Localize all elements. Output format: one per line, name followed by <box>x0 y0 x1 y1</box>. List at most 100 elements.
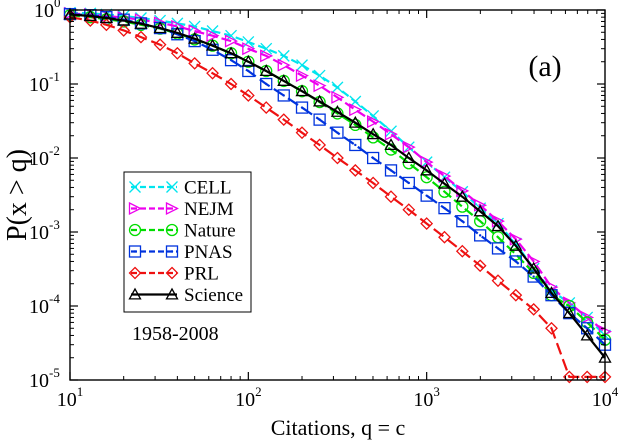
data-point-prl <box>562 370 576 384</box>
data-point-science <box>544 286 559 299</box>
data-point-prl <box>402 203 416 217</box>
legend-item-nature: Nature <box>128 221 236 242</box>
data-point-pnas <box>313 113 326 126</box>
data-point-cell <box>260 42 273 55</box>
data-point-prl <box>241 89 255 102</box>
y-tick-label: 10-5 <box>29 365 60 392</box>
data-point-nejm <box>295 69 309 83</box>
data-point-cell <box>242 35 255 48</box>
data-point-science <box>99 11 114 24</box>
legend-marker <box>165 287 179 300</box>
data-point-prl <box>455 244 469 258</box>
legend-label: Science <box>184 285 243 306</box>
data-point-prl <box>259 101 273 115</box>
data-point-prl <box>83 14 97 27</box>
y-axis-title: P(x > q) <box>2 149 33 241</box>
data-point-science <box>170 26 184 38</box>
data-point-cell <box>296 59 308 72</box>
data-point-science <box>527 261 541 274</box>
legend-marker <box>165 245 179 258</box>
legend-marker <box>128 201 142 216</box>
legend-label: PRL <box>184 264 219 285</box>
data-point-prl <box>134 30 148 44</box>
legend-marker <box>128 245 142 258</box>
data-point-nejm <box>313 79 327 93</box>
data-point-prl <box>527 302 541 316</box>
data-point-nejm <box>366 115 381 129</box>
x-axis-title: Citations, q = c <box>271 415 406 440</box>
legend-item-science: Science <box>128 285 243 306</box>
data-point-pnas <box>349 138 362 152</box>
data-point-nejm <box>260 49 274 63</box>
data-point-prl <box>295 126 309 140</box>
legend-marker <box>165 201 179 216</box>
legend-marker <box>128 223 142 237</box>
data-point-pnas <box>277 89 290 102</box>
data-point-prl <box>420 217 434 230</box>
y-tick-label: 10-2 <box>29 143 60 170</box>
data-point-nature <box>331 107 344 120</box>
data-point-cell <box>277 49 290 62</box>
data-point-pnas <box>491 242 505 255</box>
data-point-science <box>188 31 202 44</box>
data-point-prl <box>277 113 291 127</box>
data-point-nejm <box>224 34 239 48</box>
data-point-prl <box>206 66 219 80</box>
data-point-science <box>153 21 167 34</box>
data-point-prl <box>331 151 344 165</box>
x-tick-label: 101 <box>57 384 84 411</box>
data-point-science <box>348 115 362 128</box>
data-point-prl <box>438 230 451 244</box>
legend-marker <box>128 266 142 280</box>
plot-frame <box>69 9 606 381</box>
data-point-cell <box>331 81 344 94</box>
data-point-nejm <box>349 103 363 117</box>
y-tick-label: 10-4 <box>29 291 60 318</box>
data-point-pnas <box>509 255 522 268</box>
data-point-science <box>330 105 345 117</box>
data-point-science <box>491 219 505 232</box>
legend-marker <box>165 266 179 280</box>
data-point-pnas <box>456 215 469 228</box>
data-point-science <box>384 138 398 151</box>
data-point-nejm <box>206 29 220 43</box>
data-point-science <box>366 127 380 140</box>
legend-label: NEJM <box>184 199 234 220</box>
data-point-prl <box>348 163 362 177</box>
data-point-science <box>455 189 469 202</box>
data-point-prl <box>224 77 238 91</box>
data-point-prl <box>170 46 184 60</box>
data-point-pnas <box>384 164 398 177</box>
data-point-science <box>509 239 523 251</box>
series-line-prl <box>69 16 605 378</box>
data-point-prl <box>188 56 202 70</box>
data-point-pnas <box>242 64 255 78</box>
data-point-nejm <box>384 127 398 141</box>
data-point-nejm <box>402 140 416 154</box>
x-tick-label: 102 <box>235 384 261 411</box>
legend-marker <box>165 223 179 237</box>
legend-item-nejm: NEJM <box>128 199 234 220</box>
data-point-prl <box>473 259 487 273</box>
data-point-science <box>134 17 148 29</box>
data-point-pnas <box>331 126 344 139</box>
data-point-science <box>277 74 291 86</box>
data-point-science <box>420 163 434 176</box>
legend-marker <box>129 181 141 193</box>
data-point-cell <box>313 69 326 82</box>
legend-label: PNAS <box>184 242 233 263</box>
data-point-science <box>402 151 416 164</box>
axis-ticks: 101 102 103 104 100 10-1 10-2 10-3 10-4 10-5 <box>29 0 619 411</box>
data-point-nejm <box>277 58 291 72</box>
data-point-science <box>224 46 238 59</box>
data-point-prl <box>153 38 167 52</box>
legend-item-pnas: PNAS <box>128 242 233 263</box>
data-point-nature <box>438 185 451 198</box>
y-tick-label: 10-3 <box>29 217 60 244</box>
data-point-nejm <box>456 184 470 198</box>
data-point-nature <box>456 200 469 213</box>
data-point-science <box>117 13 131 26</box>
data-point-prl <box>491 274 505 288</box>
data-point-prl <box>313 138 327 152</box>
